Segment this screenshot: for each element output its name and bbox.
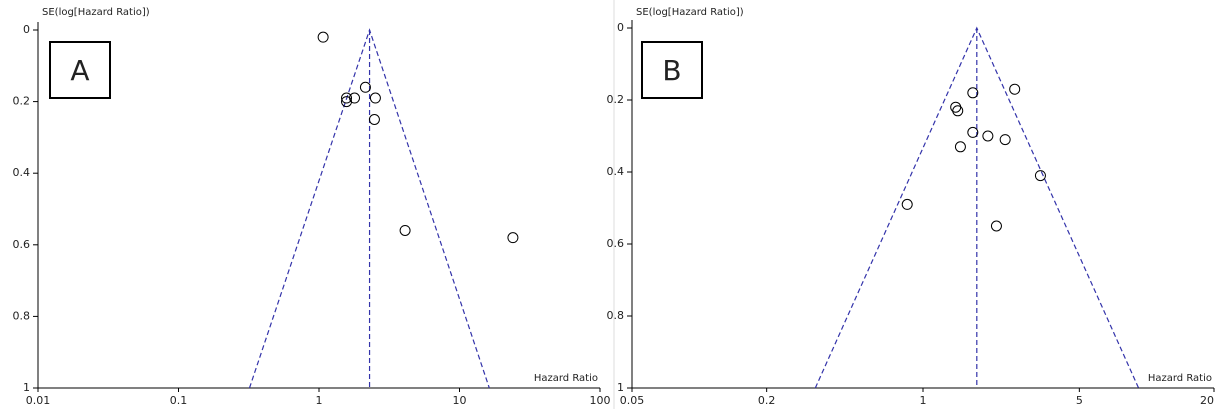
x-tick-label: 1 [316, 394, 323, 407]
study-point [982, 130, 994, 142]
x-tick-label: 5 [1076, 394, 1083, 407]
x-tick-label: 1 [920, 394, 927, 407]
y-axis-label: SE(log[Hazard Ratio]) [42, 7, 150, 18]
study-point [349, 92, 361, 104]
study-point [368, 114, 380, 125]
x-tick-label: 20 [1200, 394, 1214, 407]
study-point [399, 224, 411, 236]
study-point [967, 87, 979, 99]
y-axis-label: SE(log[Hazard Ratio]) [636, 7, 744, 18]
study-point [990, 220, 1002, 232]
y-tick-label: 0.6 [13, 238, 31, 251]
x-tick-label: 10 [453, 394, 467, 407]
study-point [1009, 83, 1021, 95]
study-point [341, 92, 353, 104]
study-point [369, 92, 381, 104]
study-point [954, 141, 966, 153]
y-tick-label: 0.6 [607, 237, 625, 250]
study-point [967, 126, 979, 138]
panel-label: B [662, 54, 681, 87]
y-tick-label: 0.8 [13, 309, 31, 322]
study-point [901, 198, 913, 210]
study-point [317, 31, 329, 43]
y-tick-label: 0.2 [607, 93, 625, 106]
panel-label: A [70, 54, 89, 87]
x-axis-label: Hazard Ratio [534, 373, 598, 384]
x-tick-label: 100 [590, 394, 611, 407]
panel-label-box [641, 41, 703, 99]
x-tick-label: 0.01 [26, 394, 51, 407]
study-point [507, 232, 519, 244]
x-tick-label: 0.05 [620, 394, 645, 407]
x-tick-label: 0.2 [758, 394, 776, 407]
y-tick-label: 0.2 [13, 95, 31, 108]
study-point [950, 101, 962, 113]
y-tick-label: 0.8 [607, 309, 625, 322]
y-tick-label: 0 [23, 23, 30, 36]
x-axis-label: Hazard Ratio [1148, 373, 1212, 384]
study-point [359, 81, 371, 93]
study-point [999, 134, 1011, 146]
y-tick-label: 0.4 [13, 166, 31, 179]
y-tick-label: 0 [617, 21, 624, 34]
study-point [1034, 170, 1046, 182]
y-tick-label: 0.4 [607, 165, 625, 178]
panel-label-box [49, 41, 111, 99]
x-tick-label: 0.1 [170, 394, 188, 407]
study-point [952, 105, 964, 117]
y-tick-label: 1 [23, 381, 30, 394]
y-tick-label: 1 [617, 381, 624, 394]
